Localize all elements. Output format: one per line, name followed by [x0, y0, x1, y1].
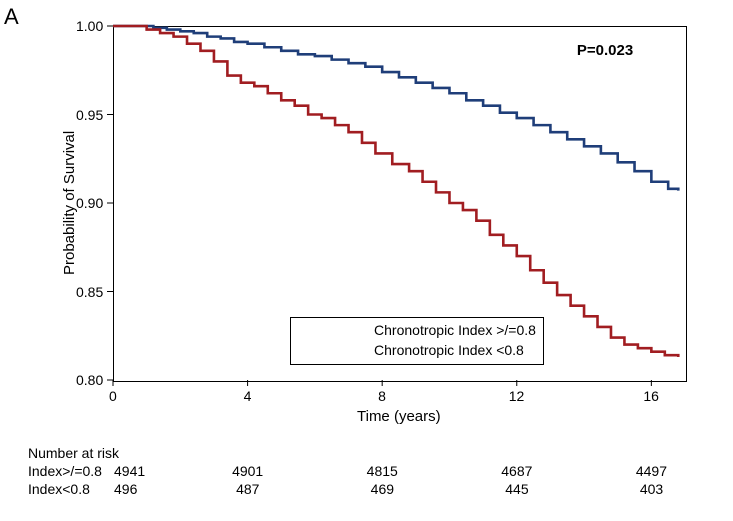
legend-item-label: Chronotropic Index <0.8 [374, 342, 524, 358]
legend-item-label: Chronotropic Index >/=0.8 [374, 322, 536, 338]
x-tick-label: 8 [378, 388, 386, 404]
x-tick-label: 12 [509, 388, 525, 404]
risk-value: 4687 [501, 463, 532, 479]
chart-svg-layer [0, 0, 733, 521]
risk-value: 496 [114, 481, 137, 497]
risk-value: 487 [236, 481, 259, 497]
risk-value: 4901 [232, 463, 263, 479]
risk-row-label: Index>/=0.8 [28, 463, 102, 479]
risk-value: 445 [505, 481, 528, 497]
km-curve-index_lt_0_8 [113, 26, 678, 357]
risk-value: 4497 [636, 463, 667, 479]
x-tick-label: 0 [109, 388, 117, 404]
y-tick-label: 1.00 [76, 18, 103, 34]
y-tick-label: 0.80 [76, 372, 103, 388]
figure-stage: A Probability of Survival Time (years) P… [0, 0, 733, 521]
x-tick-label: 16 [643, 388, 659, 404]
number-at-risk-header: Number at risk [28, 445, 119, 461]
y-tick-label: 0.95 [76, 107, 103, 123]
risk-value: 469 [371, 481, 394, 497]
x-axis-title: Time (years) [357, 408, 441, 425]
x-tick-label: 4 [244, 388, 252, 404]
y-tick-label: 0.85 [76, 284, 103, 300]
risk-row-label: Index<0.8 [28, 481, 90, 497]
p-value-label: P=0.023 [577, 42, 633, 59]
y-tick-label: 0.90 [76, 195, 103, 211]
risk-value: 4815 [367, 463, 398, 479]
risk-value: 403 [640, 481, 663, 497]
risk-value: 4941 [114, 463, 145, 479]
